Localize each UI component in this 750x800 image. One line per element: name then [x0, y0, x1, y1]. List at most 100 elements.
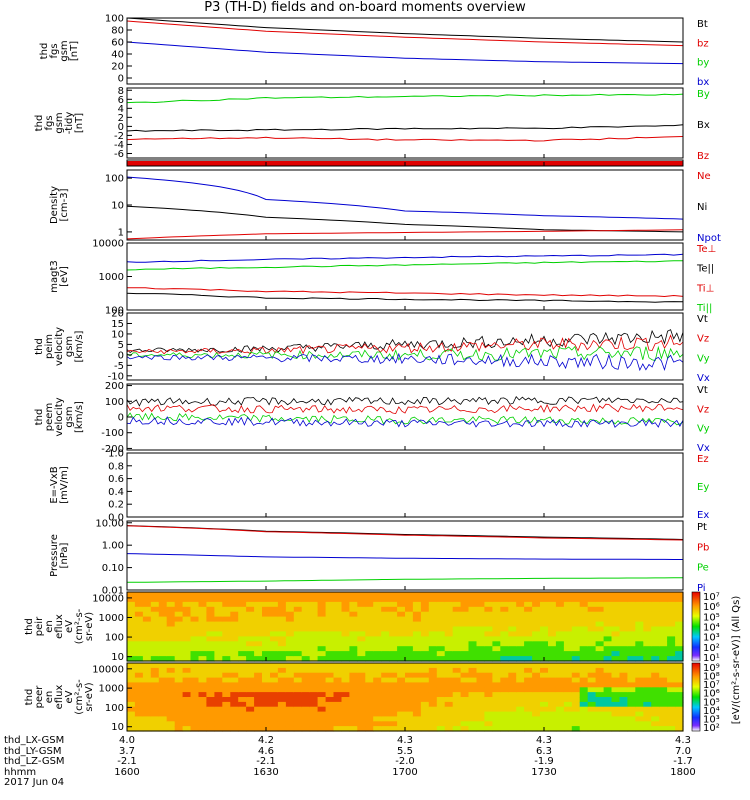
ion-spectrogram-cell: [285, 606, 295, 613]
ion-spectrogram-cell: [619, 656, 628, 662]
y-tick-label: 8: [118, 86, 124, 97]
ion-spectrogram-cell: [190, 606, 199, 613]
ion-spectrogram-cell: [508, 621, 517, 628]
electron-spectrogram-cell: [595, 701, 605, 708]
ion-spectrogram-cell: [301, 641, 311, 647]
electron-spectrogram-cell: [563, 663, 573, 669]
electron-colorbar-tick: 10⁴: [703, 706, 720, 717]
ion-spectrogram-cell: [548, 611, 557, 618]
ion-spectrogram-cell: [230, 596, 239, 603]
ion-spectrogram-cell: [428, 631, 438, 637]
ion-spectrogram-cell: [651, 656, 660, 662]
ion-spectrogram-cell: [579, 601, 589, 608]
electron-spectrogram-cell: [659, 682, 668, 688]
electron-spectrogram-cell: [595, 667, 605, 674]
ion-spectrogram-cell: [675, 636, 684, 642]
electron-spectrogram-cell: [675, 667, 684, 674]
electron-spectrogram-cell: [667, 692, 676, 698]
electron-spectrogram-cell: [198, 663, 207, 669]
electron-spectrogram-cell: [603, 711, 613, 718]
ion-spectrogram-cell: [500, 636, 509, 642]
ion-spectrogram-cell: [166, 631, 176, 637]
ion-spectrogram-cell: [587, 656, 597, 662]
electron-spectrogram-cell: [452, 663, 462, 669]
y-tick-label: 200: [105, 381, 124, 392]
electron-spectrogram-cell: [365, 711, 374, 718]
ion-spectrogram-cell: [540, 651, 549, 657]
electron-spectrogram-cell: [317, 663, 327, 669]
legend-entry-Vz: Vz: [697, 334, 709, 345]
ion-spectrogram-cell: [548, 606, 557, 613]
ion-spectrogram-cell: [492, 601, 501, 608]
electron-spectrogram-cell: [325, 716, 335, 722]
electron-spectrogram-cell: [651, 701, 660, 708]
ion-spectrogram-cell: [635, 611, 644, 618]
y-axis-label: thd: [34, 338, 45, 355]
electron-spectrogram-cell: [309, 677, 319, 684]
electron-spectrogram-cell: [571, 663, 581, 669]
electron-spectrogram-cell: [166, 692, 176, 698]
electron-spectrogram-cell: [627, 663, 636, 669]
electron-spectrogram-cell: [412, 721, 422, 727]
ion-spectrogram-cell: [317, 651, 327, 657]
electron-spectrogram-cell: [325, 726, 335, 732]
ion-spectrogram-cell: [262, 631, 271, 637]
ion-spectrogram-cell: [214, 651, 223, 657]
electron-spectrogram-cell: [420, 663, 430, 669]
electron-spectrogram-cell: [571, 682, 581, 688]
electron-spectrogram-cell: [190, 726, 199, 732]
ion-spectrogram-cell: [508, 592, 517, 598]
ion-spectrogram-cell: [301, 616, 311, 623]
ion-spectrogram-cell: [508, 646, 517, 652]
electron-spectrogram-cell: [548, 716, 557, 722]
electron-spectrogram-cell: [389, 726, 398, 732]
ion-spectrogram-cell: [349, 656, 358, 662]
ion-spectrogram-cell: [206, 646, 215, 652]
ion-spectrogram-cell: [571, 656, 581, 662]
electron-spectrogram-cell: [524, 726, 533, 732]
electron-spectrogram-cell: [285, 667, 295, 674]
ion-spectrogram-cell: [293, 646, 303, 652]
ion-spectrogram-cell: [166, 621, 176, 628]
ion-spectrogram-cell: [381, 596, 390, 603]
ion-spectrogram-cell: [254, 611, 263, 618]
electron-spectrogram-cell: [579, 663, 589, 669]
electron-spectrogram-cell: [405, 677, 414, 684]
electron-spectrogram-cell: [277, 692, 287, 698]
ion-spectrogram-cell: [381, 616, 390, 623]
electron-spectrogram-cell: [405, 711, 414, 718]
ion-spectrogram-cell: [158, 601, 168, 608]
electron-spectrogram-cell: [166, 701, 176, 708]
ion-spectrogram-cell: [357, 651, 366, 657]
electron-spectrogram-cell: [667, 687, 676, 693]
ion-spectrogram-cell: [309, 651, 319, 657]
electron-spectrogram-cell: [436, 677, 446, 684]
ion-spectrogram-cell: [381, 646, 390, 652]
ion-spectrogram-cell: [365, 592, 374, 598]
ion-spectrogram-cell: [428, 616, 438, 623]
ion-spectrogram-cell: [238, 621, 247, 628]
electron-spectrogram-cell: [222, 692, 231, 698]
ion-spectrogram-cell: [365, 631, 374, 637]
ion-colorbar-tick: 10⁴: [703, 623, 720, 634]
ion-spectrogram-cell: [262, 626, 271, 632]
ion-spectrogram-cell: [468, 601, 477, 608]
ion-spectrogram-cell: [524, 631, 533, 637]
footer-value: 1630: [253, 766, 279, 778]
ion-spectrogram-cell: [158, 611, 168, 618]
electron-spectrogram-cell: [142, 663, 152, 669]
electron-spectrogram-cell: [405, 701, 414, 708]
ion-spectrogram-cell: [532, 601, 541, 608]
footer-labels: thd_LX-GSM thd_LY-GSM thd_LZ-GSM hhmm 20…: [4, 736, 65, 789]
ion-spectrogram-cell: [381, 656, 390, 662]
electron-spectrogram-cell: [452, 687, 462, 693]
electron-spectrogram-cell: [627, 716, 636, 722]
footer-value: -1.9: [534, 756, 554, 767]
electron-spectrogram-cell: [150, 667, 160, 674]
ion-spectrogram-cell: [595, 611, 605, 618]
electron-spectrogram-cell: [127, 663, 136, 669]
electron-spectrogram-cell: [611, 726, 620, 732]
y-tick-label: 100: [105, 306, 124, 317]
electron-spectrogram-cell: [484, 711, 493, 718]
electron-spectrogram-cell: [357, 706, 366, 713]
